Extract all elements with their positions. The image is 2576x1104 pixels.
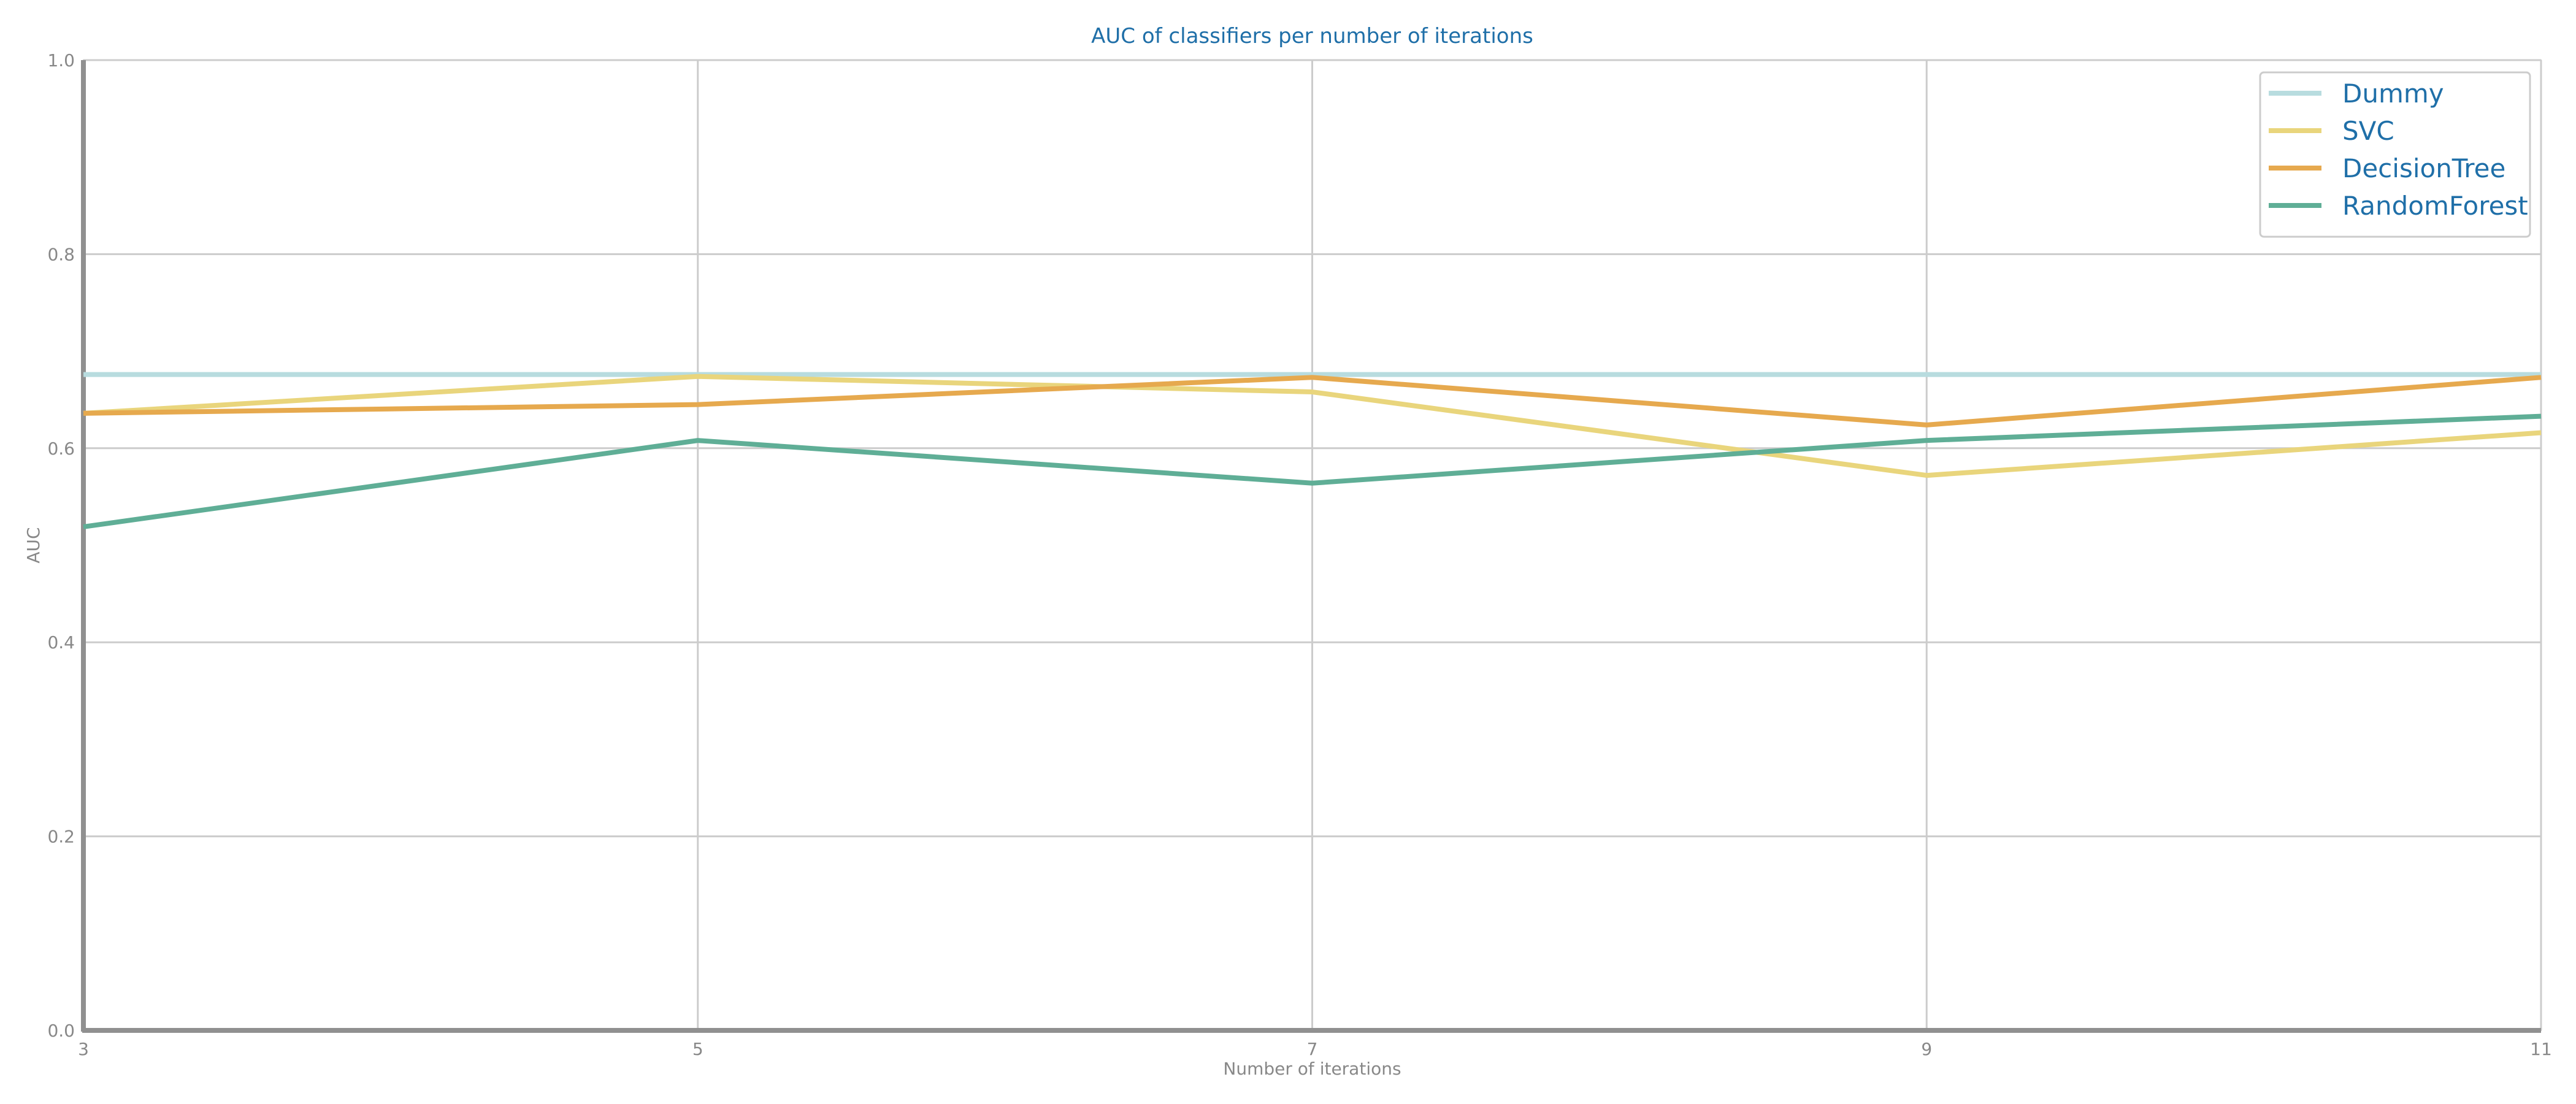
x-tick-label: 3 <box>78 1039 89 1059</box>
series-line-randomforest <box>83 413 2542 529</box>
x-tick-label: 7 <box>1307 1039 1318 1059</box>
x-axis-label: Number of iterations <box>1223 1059 1401 1079</box>
series-line-svc <box>83 374 2542 478</box>
y-tick-label: 1.0 <box>47 50 75 71</box>
legend-label-randomforest: RandomForest <box>2342 191 2528 221</box>
y-tick-label: 0.2 <box>47 827 75 847</box>
legend-box <box>2259 71 2531 238</box>
x-tick-label: 11 <box>2530 1039 2552 1059</box>
y-tick-label: 0.0 <box>47 1021 75 1041</box>
x-tick-label: 5 <box>692 1039 703 1059</box>
y-tick-label: 0.6 <box>47 439 75 459</box>
x-tick-label: 9 <box>1921 1039 1932 1059</box>
axes-layer <box>81 60 2541 1033</box>
legend-label-dummy: Dummy <box>2342 79 2444 109</box>
y-tick-label: 0.8 <box>47 244 75 264</box>
legend-label-decisiontree: DecisionTree <box>2342 153 2505 183</box>
y-axis-label: AUC <box>23 527 44 563</box>
grid-layer <box>82 59 2542 1032</box>
legend-label-svc: SVC <box>2342 116 2394 146</box>
ticks-layer: 0.0 0.2 0.4 0.6 0.8 1.0 3 5 7 9 11 <box>47 50 2551 1059</box>
legend: Dummy SVC DecisionTree RandomForest <box>2259 71 2531 238</box>
series-line-decisiontree <box>83 375 2542 427</box>
series-layer <box>83 372 2542 529</box>
y-tick-label: 0.4 <box>47 632 75 653</box>
chart-title: AUC of classifiers per number of iterati… <box>1091 24 1533 48</box>
